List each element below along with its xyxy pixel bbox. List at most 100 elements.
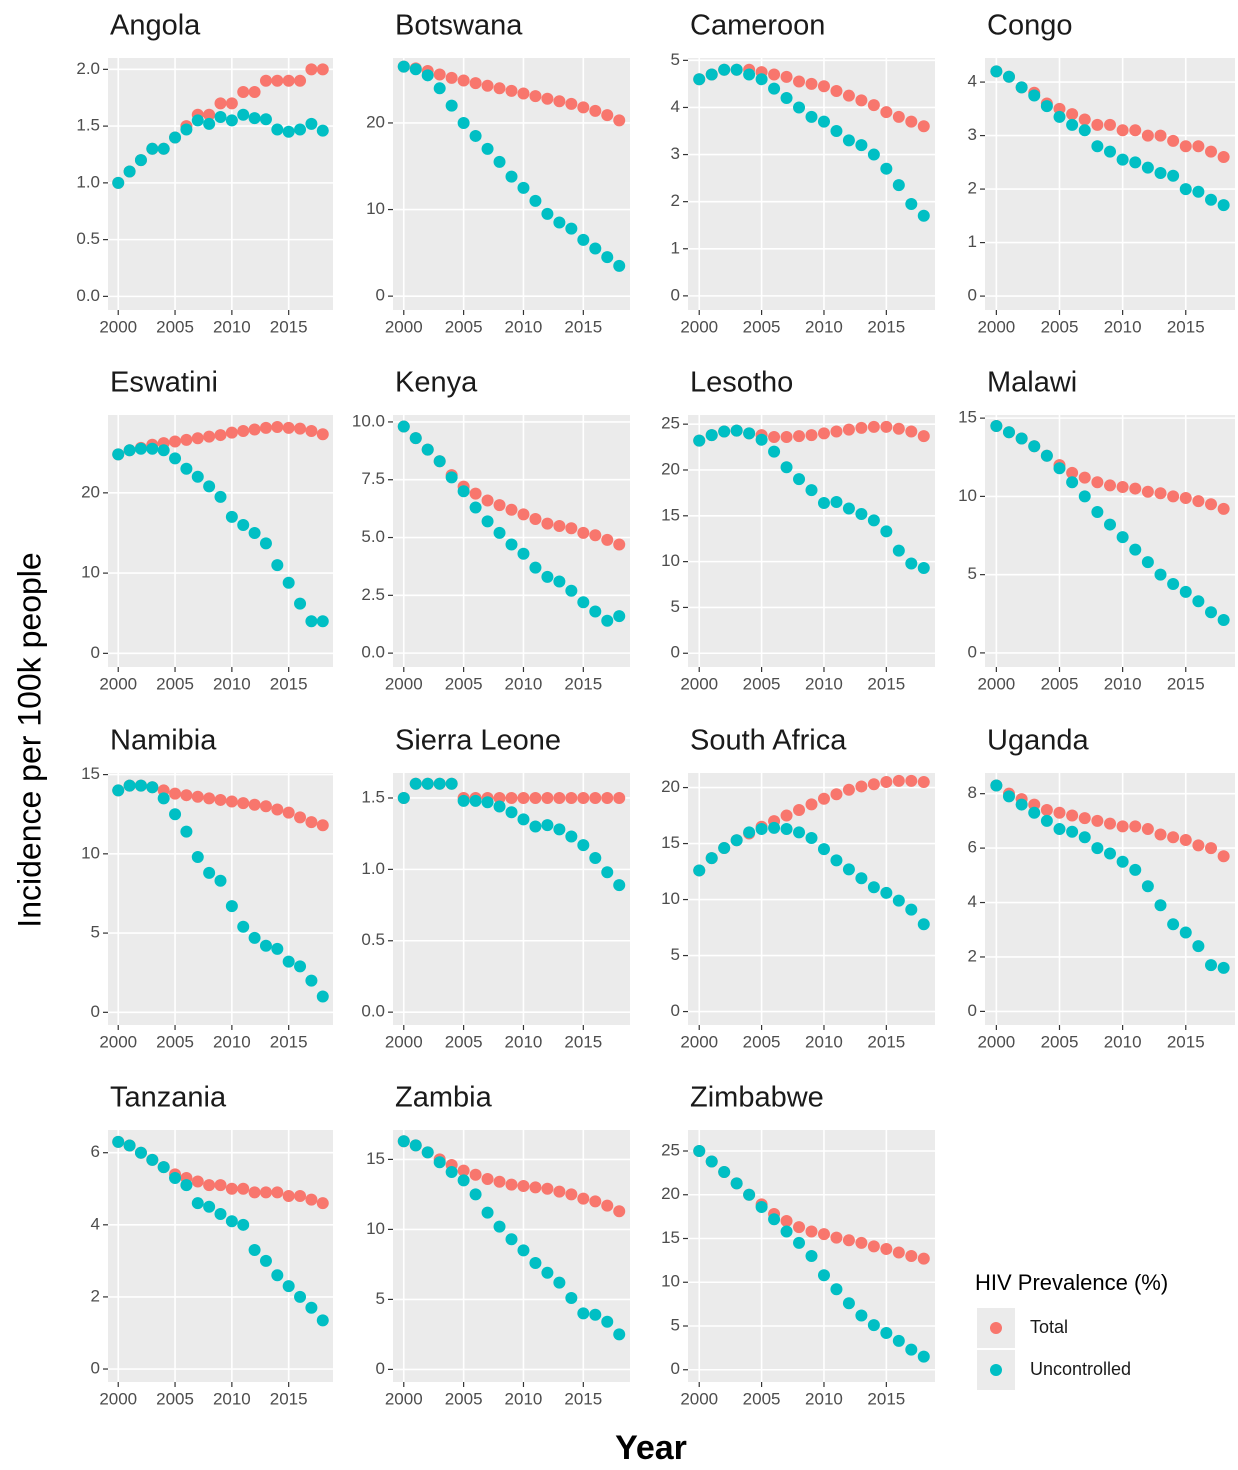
data-point <box>1154 899 1167 912</box>
data-point <box>905 903 918 916</box>
data-point <box>990 779 1003 792</box>
x-tick-label: 2010 <box>213 1032 251 1051</box>
x-tick-label: 2015 <box>1167 317 1205 336</box>
data-point <box>1192 595 1205 608</box>
legend-marker <box>990 1322 1002 1334</box>
x-tick-label: 2010 <box>1104 674 1142 693</box>
data-point <box>1179 585 1192 598</box>
data-point <box>248 86 261 99</box>
data-point <box>1040 100 1053 113</box>
x-tick-label: 2000 <box>680 1389 718 1408</box>
data-point <box>214 490 227 503</box>
data-point <box>409 1139 422 1152</box>
x-tick-label: 2015 <box>564 1389 602 1408</box>
x-tick-label: 2000 <box>99 1389 137 1408</box>
data-point <box>457 116 470 129</box>
data-point <box>282 74 295 87</box>
y-tick-label: 4 <box>671 97 680 116</box>
data-point <box>529 791 542 804</box>
data-point <box>146 142 159 155</box>
data-point <box>601 614 614 627</box>
data-point <box>457 485 470 498</box>
y-tick-label: 25 <box>661 1140 680 1159</box>
data-point <box>867 1240 880 1253</box>
data-point <box>237 1182 250 1195</box>
y-tick-label: 0.0 <box>76 286 100 305</box>
panel-title: Uganda <box>987 725 1089 757</box>
data-point <box>613 879 626 892</box>
data-point <box>305 1193 318 1206</box>
data-point <box>294 422 307 435</box>
y-tick-label: 8 <box>968 783 977 802</box>
data-point <box>855 94 868 107</box>
x-tick-label: 2015 <box>564 674 602 693</box>
data-point <box>541 570 554 583</box>
x-tick-label: 2015 <box>867 1389 905 1408</box>
data-point <box>123 1139 136 1152</box>
data-point <box>191 432 204 445</box>
data-point <box>259 537 272 550</box>
data-point <box>397 420 410 433</box>
data-point <box>271 123 284 136</box>
data-point <box>730 63 743 76</box>
data-point <box>481 796 494 809</box>
data-point <box>305 1301 318 1314</box>
data-point <box>157 1161 170 1174</box>
y-tick-label: 0 <box>671 1359 680 1378</box>
data-point <box>225 426 238 439</box>
data-point <box>1192 940 1205 953</box>
data-point <box>880 1243 893 1255</box>
data-point <box>705 68 718 81</box>
y-tick-label: 0 <box>671 1001 680 1020</box>
data-point <box>203 792 216 805</box>
y-tick-label: 20 <box>661 459 680 478</box>
data-point <box>1154 167 1167 180</box>
data-point <box>1167 918 1180 931</box>
data-point <box>123 779 136 792</box>
panel-background <box>985 58 1235 310</box>
data-point <box>601 533 614 546</box>
data-point <box>577 1307 590 1320</box>
y-tick-label: 3 <box>968 125 977 144</box>
y-tick-label: 5 <box>671 1315 680 1334</box>
data-point <box>1116 153 1129 166</box>
data-point <box>517 508 530 521</box>
data-point <box>421 69 434 82</box>
data-point <box>541 791 554 804</box>
data-point <box>469 487 482 500</box>
panel-title: Malawi <box>987 367 1077 399</box>
data-point <box>1066 466 1079 479</box>
data-point <box>214 429 227 442</box>
data-point <box>601 251 614 264</box>
data-point <box>718 842 731 855</box>
data-point <box>1002 70 1015 83</box>
data-point <box>793 1221 806 1234</box>
data-point <box>433 68 446 81</box>
data-point <box>613 1205 626 1218</box>
data-point <box>855 872 868 885</box>
data-point <box>743 427 756 440</box>
data-point <box>271 74 284 87</box>
data-point <box>225 1215 238 1228</box>
x-tick-label: 2000 <box>99 674 137 693</box>
data-point <box>917 209 930 222</box>
data-point <box>693 1145 706 1157</box>
data-point <box>1179 926 1192 939</box>
data-point <box>541 1182 554 1195</box>
data-point <box>541 517 554 530</box>
data-point <box>1104 118 1116 131</box>
data-point <box>917 1350 930 1363</box>
data-point <box>517 813 530 826</box>
data-point <box>282 1189 295 1202</box>
data-point <box>817 496 830 509</box>
data-point <box>203 108 216 121</box>
data-point <box>601 1199 614 1212</box>
data-point <box>1205 959 1218 972</box>
x-tick-label: 2015 <box>867 674 905 693</box>
data-point <box>855 507 868 520</box>
data-point <box>589 791 602 804</box>
data-point <box>1104 847 1116 860</box>
panel-background <box>108 415 333 667</box>
data-point <box>755 73 768 86</box>
data-point <box>867 148 880 161</box>
